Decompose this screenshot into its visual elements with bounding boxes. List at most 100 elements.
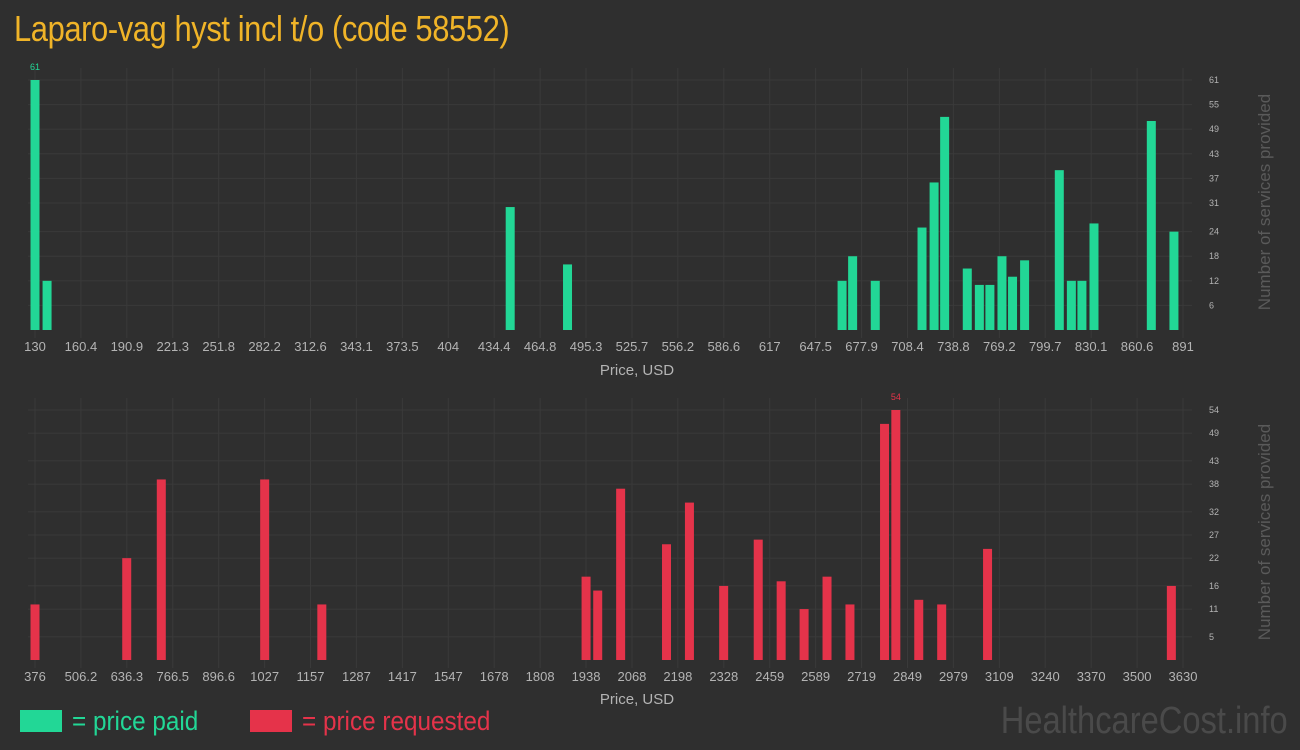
x-tick-label-requested: 2589 [801, 669, 830, 684]
x-tick-label-paid: 677.9 [845, 339, 878, 354]
x-tick-label-paid: 160.4 [65, 339, 98, 354]
y-tick-label-paid: 18 [1209, 251, 1219, 261]
y-tick-label-paid: 12 [1209, 276, 1219, 286]
legend-swatch-requested [250, 710, 292, 732]
x-tick-label-requested: 1547 [434, 669, 463, 684]
x-tick-label-requested: 2328 [709, 669, 738, 684]
bar-requested [753, 539, 763, 660]
x-tick-label-requested: 896.6 [202, 669, 235, 684]
x-tick-label-requested: 3109 [985, 669, 1014, 684]
y-tick-label-paid: 61 [1209, 75, 1219, 85]
x-tick-label-paid: 556.2 [662, 339, 695, 354]
x-tick-label-requested: 3240 [1031, 669, 1060, 684]
x-tick-label-paid: 373.5 [386, 339, 419, 354]
x-tick-label-paid: 617 [759, 339, 781, 354]
x-tick-label-requested: 1287 [342, 669, 371, 684]
bar-requested [937, 604, 947, 660]
x-tick-label-paid: 738.8 [937, 339, 970, 354]
x-tick-label-paid: 464.8 [524, 339, 557, 354]
bar-paid [1077, 280, 1087, 330]
x-tick-label-paid: 647.5 [799, 339, 832, 354]
x-tick-label-paid: 221.3 [156, 339, 189, 354]
bar-paid [563, 264, 573, 330]
x-tick-label-paid: 404 [437, 339, 459, 354]
legend-label-requested: = price requested [302, 705, 491, 736]
bar-paid [1020, 260, 1030, 330]
bar-requested [845, 604, 855, 660]
x-tick-label-paid: 130 [24, 339, 46, 354]
x-tick-label-requested: 376 [24, 669, 46, 684]
bar-requested [776, 581, 786, 660]
watermark: HealthcareCost.info [1000, 700, 1288, 742]
bar-paid [870, 280, 880, 330]
bar-requested [983, 548, 993, 660]
y-tick-label-paid: 37 [1209, 173, 1219, 183]
x-tick-label-paid: 860.6 [1121, 339, 1154, 354]
y-tick-label-requested: 54 [1209, 405, 1219, 415]
x-tick-label-requested: 3630 [1169, 669, 1198, 684]
x-tick-label-requested: 1808 [526, 669, 555, 684]
y-tick-label-paid: 6 [1209, 300, 1214, 310]
x-tick-label-requested: 506.2 [65, 669, 98, 684]
bar-paid [962, 268, 972, 330]
x-tick-label-paid: 891 [1172, 339, 1194, 354]
bar-paid [30, 80, 40, 330]
x-tick-label-requested: 2849 [893, 669, 922, 684]
y-tick-label-requested: 38 [1209, 479, 1219, 489]
bar-paid [1008, 276, 1018, 330]
x-tick-label-requested: 2068 [617, 669, 646, 684]
y-tick-label-requested: 49 [1209, 428, 1219, 438]
x-tick-label-requested: 1027 [250, 669, 279, 684]
bar-paid [940, 116, 950, 330]
bar-requested [662, 544, 672, 660]
y-tick-label-requested: 27 [1209, 530, 1219, 540]
legend-price-requested: = price requested [250, 704, 511, 738]
bar-requested [122, 558, 132, 660]
y-tick-label-paid: 49 [1209, 124, 1219, 134]
x-axis-title-paid: Price, USD [600, 362, 674, 379]
bar-requested [822, 576, 832, 660]
x-tick-label-requested: 1157 [297, 669, 325, 684]
bar-requested [799, 609, 809, 660]
bar-paid [1169, 231, 1179, 330]
x-tick-label-paid: 586.6 [708, 339, 741, 354]
bar-requested [317, 604, 327, 660]
bar-paid [42, 280, 52, 330]
bar-requested [1166, 585, 1176, 660]
y-axis-title-paid: Number of services provided [1255, 94, 1274, 310]
x-tick-label-paid: 434.4 [478, 339, 511, 354]
x-tick-label-requested: 766.5 [156, 669, 189, 684]
bar-requested [914, 599, 924, 660]
bar-paid [837, 280, 847, 330]
x-tick-label-requested: 2979 [939, 669, 968, 684]
x-tick-label-paid: 769.2 [983, 339, 1016, 354]
legend-price-paid: = price paid [20, 704, 212, 738]
bar-requested [616, 488, 626, 660]
y-tick-label-paid: 24 [1209, 227, 1219, 237]
legend-swatch-paid [20, 710, 62, 732]
x-tick-label-requested: 3370 [1077, 669, 1106, 684]
bar-requested [593, 590, 603, 660]
bar-paid [985, 284, 995, 330]
bar-paid [929, 182, 939, 330]
y-axis-title-requested: Number of services provided [1255, 424, 1274, 640]
x-tick-label-paid: 190.9 [111, 339, 144, 354]
chart-title: Laparo-vag hyst incl t/o (code 58552) [14, 8, 510, 49]
bar-paid [505, 207, 515, 330]
y-tick-label-paid: 43 [1209, 149, 1219, 159]
x-tick-label-requested: 636.3 [111, 669, 144, 684]
bar-paid [848, 256, 858, 330]
y-tick-label-requested: 11 [1209, 604, 1218, 614]
bar-paid [917, 227, 927, 330]
y-tick-label-requested: 22 [1209, 553, 1219, 563]
x-tick-label-requested: 3500 [1123, 669, 1152, 684]
y-tick-label-paid: 55 [1209, 100, 1219, 110]
x-tick-label-paid: 525.7 [616, 339, 649, 354]
bar-paid [974, 284, 984, 330]
bar-paid [1146, 120, 1156, 330]
x-tick-label-paid: 251.8 [202, 339, 235, 354]
bar-paid [997, 256, 1007, 330]
x-tick-label-requested: 1938 [572, 669, 601, 684]
x-tick-label-paid: 343.1 [340, 339, 373, 354]
